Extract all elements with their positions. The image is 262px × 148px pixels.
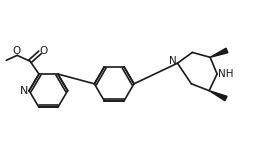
Text: O: O: [40, 46, 48, 56]
Text: N: N: [20, 86, 28, 96]
Text: NH: NH: [218, 69, 234, 79]
Text: O: O: [12, 46, 20, 56]
Polygon shape: [210, 48, 228, 57]
Text: N: N: [169, 56, 176, 66]
Polygon shape: [209, 91, 227, 101]
